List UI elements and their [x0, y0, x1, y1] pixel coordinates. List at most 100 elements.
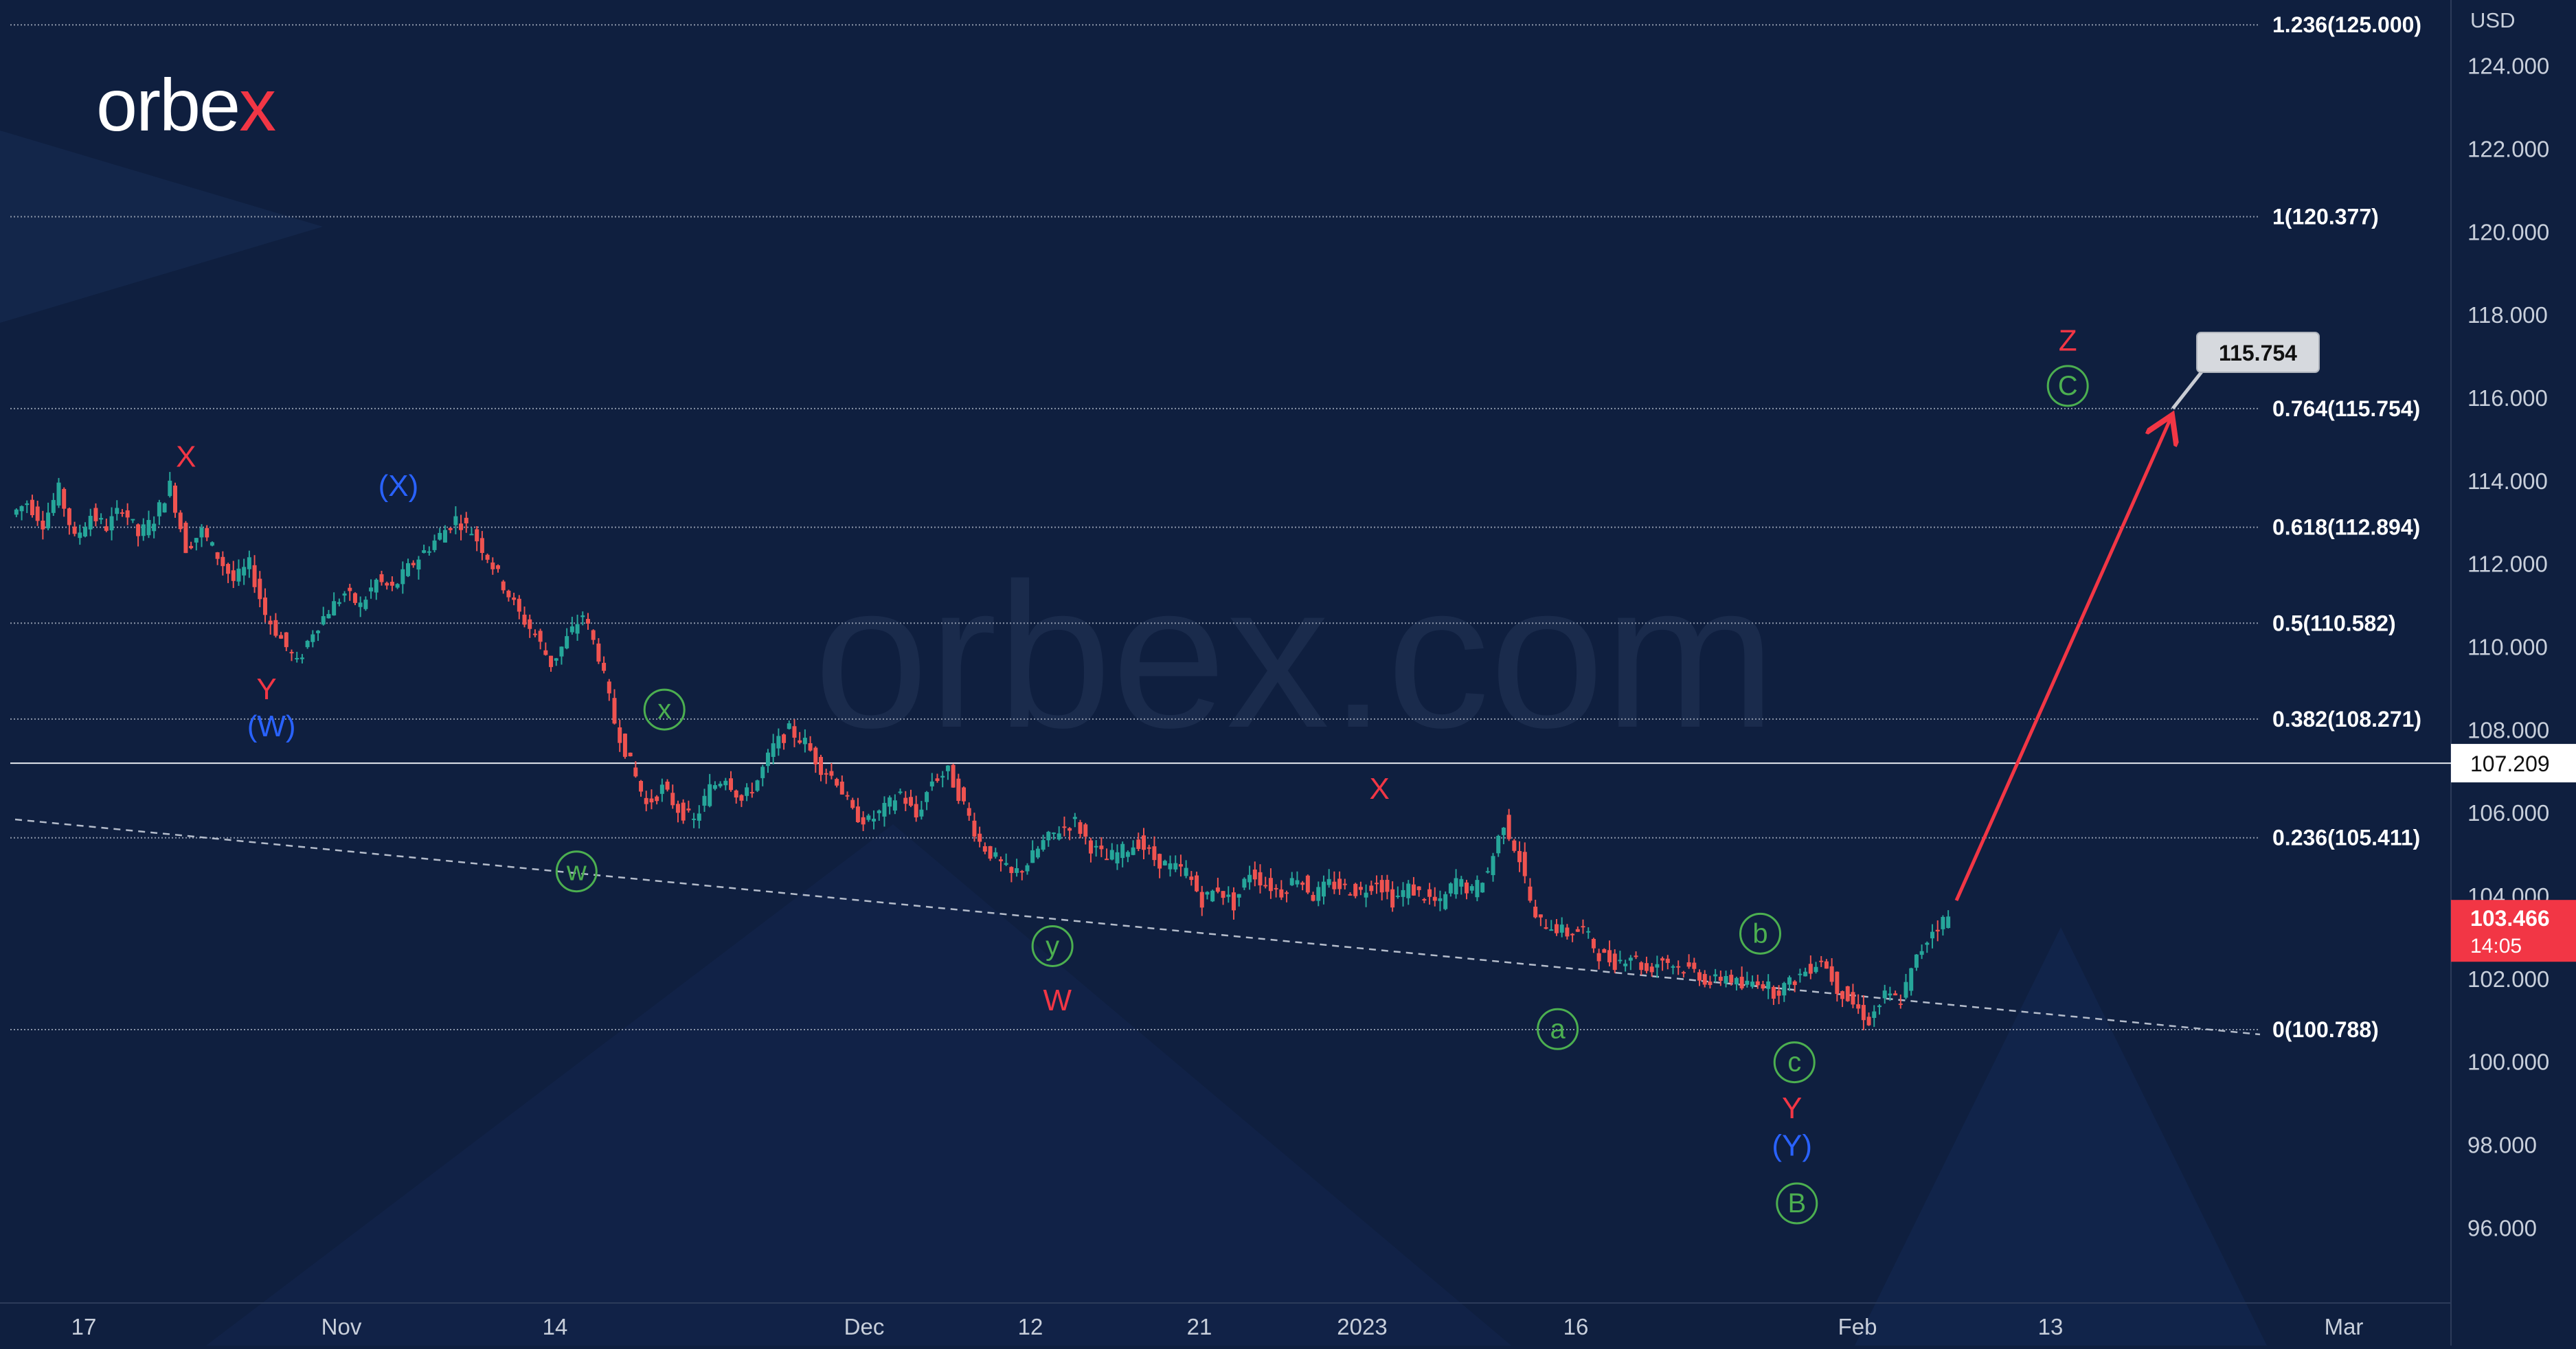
candle-body — [1676, 966, 1681, 968]
candle-body — [395, 584, 400, 588]
candle-body — [776, 736, 781, 749]
target-callout[interactable]: 115.754 — [2171, 332, 2320, 410]
candle-body — [1342, 883, 1347, 885]
candle-body — [1755, 981, 1760, 986]
candle-body — [141, 524, 146, 536]
candle-body — [1612, 953, 1617, 971]
candle-body — [697, 813, 701, 821]
fib-label-0.764: 0.764(115.754) — [2272, 396, 2420, 421]
wave-label-x-green-ring — [643, 688, 686, 731]
candle-body — [903, 797, 908, 804]
candle-body — [453, 516, 458, 525]
candle-body — [279, 635, 284, 639]
candle-body — [749, 792, 754, 794]
candle-body — [1888, 993, 1893, 996]
candle-body — [819, 756, 823, 775]
price-tick: 124.000 — [2467, 54, 2549, 79]
candle-body — [442, 530, 447, 543]
candle-body — [517, 598, 521, 612]
candle-body — [528, 619, 532, 629]
wave-label-x-red: X — [1370, 772, 1390, 806]
projection-line[interactable] — [1954, 418, 2171, 901]
candle-body — [1655, 964, 1660, 968]
countdown-text: 14:05 — [2470, 935, 2522, 957]
candle-body — [686, 808, 691, 810]
candle-body — [316, 631, 321, 633]
time-axis[interactable]: 17 Nov 14 Dec 12 21 2023 16 Feb 13 Mar — [71, 1314, 2364, 1339]
candle-body — [734, 790, 738, 798]
current-price-tag[interactable] — [2451, 900, 2576, 962]
candle-body — [1581, 926, 1585, 928]
candle-body — [1739, 977, 1744, 988]
candle-body — [289, 652, 294, 654]
candle-body — [972, 820, 977, 837]
candle-body — [850, 800, 855, 808]
candle-body — [1882, 990, 1887, 999]
time-tick: Mar — [2325, 1314, 2364, 1339]
time-tick: Feb — [1838, 1314, 1877, 1339]
price-tick: 98.000 — [2467, 1132, 2537, 1157]
candle-body — [30, 499, 34, 516]
candle-body — [93, 508, 98, 521]
candle-body — [231, 570, 236, 581]
candle-body — [369, 587, 374, 592]
candle-body — [1628, 957, 1633, 961]
candle-body — [1713, 974, 1718, 977]
wave-label-w-red: W — [1043, 984, 1072, 1017]
logo-text-main: orbe — [96, 63, 239, 146]
price-tick: 114.000 — [2467, 468, 2548, 494]
candle-body — [1776, 990, 1781, 996]
candle-body — [1935, 929, 1940, 932]
wave-label-b-green: b — [1752, 918, 1767, 949]
candle-body — [427, 551, 431, 553]
candle-body — [389, 581, 394, 586]
candle-body — [1549, 929, 1554, 931]
candle-body — [152, 523, 157, 532]
candle-body — [1168, 863, 1173, 870]
candle-body — [649, 798, 654, 803]
candle-body — [326, 613, 331, 619]
level-tag[interactable] — [2451, 744, 2576, 783]
candle-body — [1692, 962, 1697, 969]
wave-label-a-green-ring — [1537, 1008, 1579, 1050]
candle-body — [1120, 843, 1125, 859]
candle-body — [1274, 887, 1278, 889]
candle-body — [675, 804, 680, 813]
candle-body — [1052, 832, 1057, 835]
time-tick: 13 — [2038, 1314, 2064, 1339]
candle-body — [348, 587, 352, 591]
projection-arrow[interactable] — [1954, 418, 2171, 901]
candle-body — [189, 545, 194, 549]
candle-body — [1326, 878, 1331, 885]
wave-label-y-green-ring — [1031, 925, 1074, 967]
candle-body — [1067, 828, 1072, 831]
candle-body — [798, 740, 802, 743]
candle-body — [872, 818, 877, 821]
candle-body — [1512, 840, 1517, 851]
candle-body — [1311, 894, 1315, 901]
candle-body — [1289, 878, 1294, 885]
candle-body — [1332, 881, 1337, 889]
price-tick: 120.000 — [2467, 219, 2549, 245]
candle-body — [385, 582, 389, 586]
candle-body — [1808, 964, 1813, 974]
candle-body — [575, 624, 580, 634]
candle-body — [633, 767, 638, 777]
candle-body — [1517, 850, 1522, 863]
candle-body — [1877, 1005, 1882, 1008]
current-price-text: 103.466 — [2470, 906, 2550, 931]
candle-body — [125, 510, 130, 518]
candle-body — [1914, 954, 1919, 968]
candle-body — [1173, 863, 1178, 870]
candle-body — [1105, 859, 1109, 861]
candle-body — [411, 563, 416, 565]
candle-body — [1195, 875, 1199, 892]
candle-body — [1533, 906, 1538, 918]
candle-body — [659, 784, 664, 794]
price-axis[interactable]: USD96.00098.000100.000102.000104.000106.… — [2451, 8, 2576, 1240]
support-trendline[interactable] — [14, 818, 2261, 1036]
candle-body — [712, 785, 717, 789]
candle-body — [1422, 899, 1427, 901]
callout-box[interactable] — [2196, 332, 2320, 373]
